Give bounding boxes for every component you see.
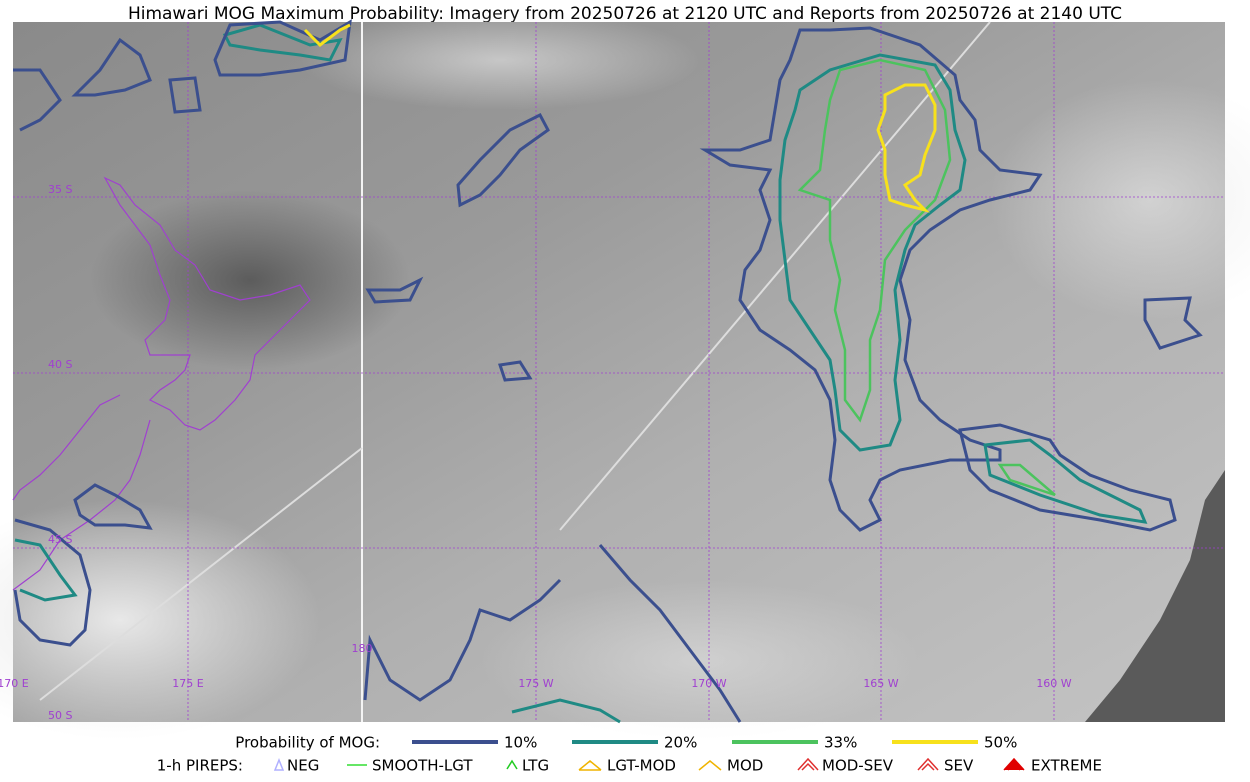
lon-label: 165 W <box>863 677 898 690</box>
coastline <box>12 176 311 591</box>
lat-label: 35 S <box>48 183 72 196</box>
legend-label: LGT-MOD <box>607 757 676 775</box>
lon-label: 180 <box>352 642 373 655</box>
legend-label: NEG <box>287 757 319 775</box>
lon-label: 175 E <box>172 677 203 690</box>
legend-label: 33% <box>824 734 857 752</box>
pirep-symbol <box>578 760 602 771</box>
legend-title: Probability of MOG: <box>235 734 380 752</box>
pirep-symbol <box>1003 757 1025 771</box>
map-title: Himawari MOG Maximum Probability: Imager… <box>128 4 1122 24</box>
pirep-symbol <box>917 757 939 771</box>
legend-label: EXTREME <box>1031 757 1102 775</box>
legend: Probability of MOG: 10% 20% 33% 50% 1-h PIREP… <box>157 734 1102 775</box>
legend-title: 1-h PIREPS: <box>157 757 243 775</box>
contours <box>13 19 1203 724</box>
legend-label: MOD-SEV <box>822 757 894 775</box>
pirep-symbol <box>698 760 722 771</box>
legend-label: MOD <box>727 757 763 775</box>
lat-label: 45 S <box>48 533 72 546</box>
legend-label: 20% <box>664 734 697 752</box>
legend-label: LTG <box>522 757 549 775</box>
legend-label: SMOOTH-LGT <box>372 757 473 775</box>
pirep-symbol <box>797 757 819 771</box>
lon-label: 170 W <box>691 677 726 690</box>
legend-label: SEV <box>944 757 974 775</box>
pirep-symbol <box>506 759 518 770</box>
imagery <box>0 10 1250 740</box>
lat-label: 50 S <box>48 709 72 722</box>
grid-labels: 35 S 40 S 45 S 50 S 170 E 175 E 180 175 W 170 W 1… <box>0 183 1072 722</box>
lon-label: 160 W <box>1036 677 1071 690</box>
pirep-symbol <box>273 757 285 771</box>
lon-label: 175 W <box>518 677 553 690</box>
legend-label: 50% <box>984 734 1017 752</box>
legend-label: 10% <box>504 734 537 752</box>
lon-label: 170 E <box>0 677 29 690</box>
lat-label: 40 S <box>48 358 72 371</box>
